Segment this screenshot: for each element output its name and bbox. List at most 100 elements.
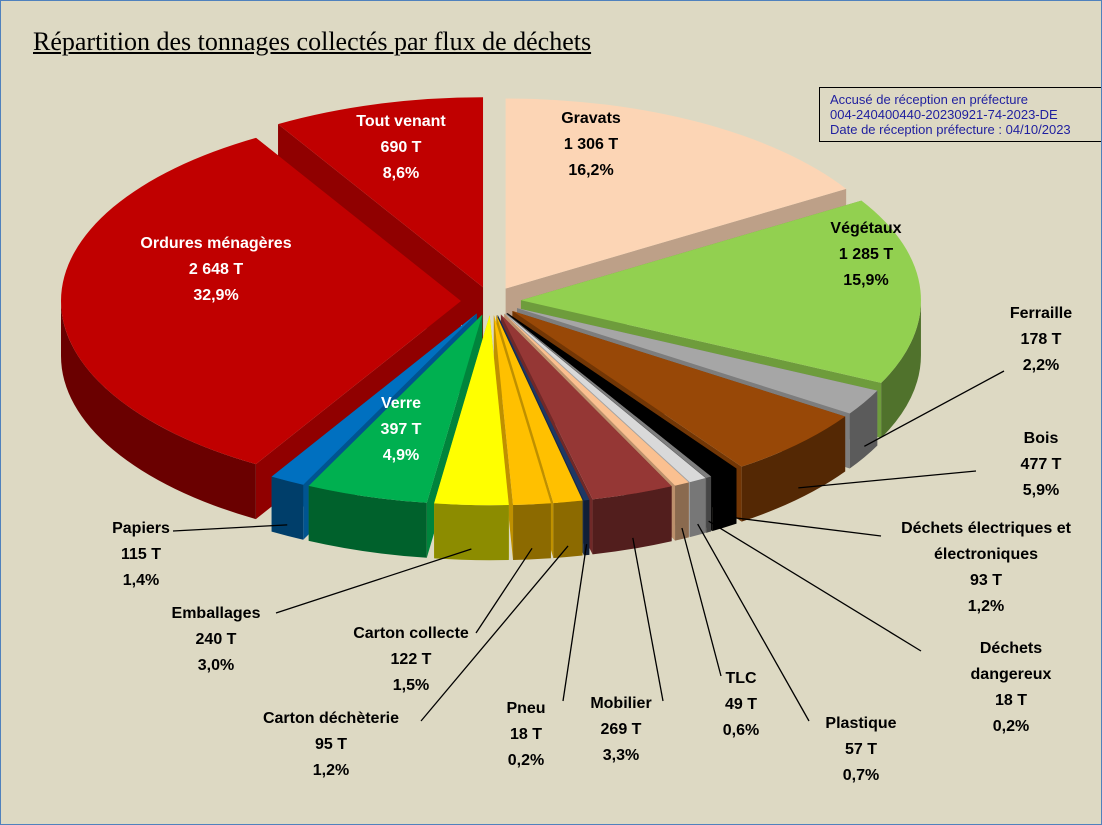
chart-title: Répartition des tonnages collectés par f…: [33, 27, 592, 56]
label-line: 397 T: [380, 421, 422, 438]
label-line: 18 T: [509, 726, 542, 743]
label-line: 477 T: [1020, 456, 1062, 473]
data-label: Verre 397 T 4,9%: [381, 391, 422, 469]
label-line: Déchets dangereux: [970, 640, 1052, 683]
slice: [506, 313, 712, 478]
label-line: Tout venant: [356, 113, 446, 130]
label-line: 690 T: [380, 139, 422, 156]
label-line: Pneu: [506, 700, 546, 717]
leader-line: [475, 547, 533, 634]
slice: [520, 200, 921, 383]
label-line: Carton déchèterie: [262, 710, 400, 727]
label-line: Plastique: [825, 715, 897, 732]
slice-wall: [493, 315, 514, 560]
slice: [271, 313, 477, 485]
slice-side: [689, 478, 706, 538]
leader-line: [172, 524, 288, 532]
stamp-line: Date de réception préfecture : 04/10/202…: [830, 122, 1071, 137]
label-line: Gravats: [561, 110, 621, 127]
data-label: Ferraille 178 T 2,2%: [1010, 301, 1072, 379]
slice-side: [881, 300, 921, 438]
label-line: 1,4%: [122, 572, 160, 589]
data-label: Végétaux 1 285 T 15,9%: [830, 216, 901, 294]
slice-side: [434, 503, 509, 561]
stamp: Accusé de réception en préfecture 004-24…: [819, 87, 1101, 142]
label-line: 3,3%: [602, 747, 640, 764]
slice: [308, 314, 483, 503]
label-line: Déchets électriques et électroniques: [901, 520, 1071, 563]
stamp-line: Accusé de réception en préfecture: [830, 92, 1029, 107]
data-label: Plastique 57 T 0,7%: [825, 711, 896, 789]
data-label: Mobilier 269 T 3,3%: [590, 691, 651, 769]
data-label: TLC 49 T 0,6%: [723, 666, 759, 744]
slice: [504, 313, 689, 486]
label-line: 4,9%: [382, 447, 420, 464]
leader-line: [798, 470, 977, 489]
label-line: Emballages: [171, 605, 261, 622]
label-line: 15,9%: [843, 272, 889, 289]
slice: [500, 314, 672, 500]
label-line: 0,2%: [992, 718, 1030, 735]
data-label: Gravats 1 306 T 16,2%: [561, 106, 621, 184]
data-label: Papiers 115 T 1,4%: [112, 516, 170, 594]
slice-side: [61, 300, 256, 520]
data-label: Tout venant 690 T 8,6%: [356, 109, 445, 187]
data-label: Déchets dangereux 18 T 0,2%: [966, 636, 1056, 740]
leader-line: [632, 537, 664, 702]
label-line: Végétaux: [830, 220, 902, 237]
label-line: 1,2%: [967, 598, 1005, 615]
slice-side: [553, 500, 583, 559]
label-line: Mobilier: [590, 695, 652, 712]
leader-line: [420, 545, 569, 722]
label-line: 2,2%: [1022, 357, 1060, 374]
label-line: 269 T: [600, 721, 642, 738]
leader-line: [724, 515, 882, 537]
label-line: 0,6%: [722, 722, 760, 739]
slice-side: [271, 476, 304, 540]
leader-line: [562, 544, 588, 702]
slice: [512, 310, 846, 467]
slice-side: [849, 390, 878, 469]
leader-line: [681, 527, 722, 677]
leader-line: [697, 523, 810, 722]
label-line: Verre: [380, 395, 422, 412]
label-line: 0,7%: [842, 767, 880, 784]
slice: [507, 312, 737, 477]
data-label: Bois 477 T 5,9%: [1021, 426, 1062, 504]
label-line: 95 T: [314, 736, 348, 753]
label-line: 1,2%: [312, 762, 350, 779]
slice-side: [675, 482, 689, 541]
label-line: 93 T: [969, 572, 1002, 589]
label-line: 57 T: [844, 741, 878, 758]
label-line: 1 306 T: [563, 136, 619, 153]
stamp-line: 004-240400440-20230921-74-2023-DE: [830, 107, 1058, 122]
slice: [434, 315, 509, 506]
slice: [493, 315, 551, 505]
data-label: Pneu 18 T 0,2%: [506, 696, 545, 774]
label-line: 16,2%: [568, 162, 614, 179]
slice-side: [583, 499, 590, 556]
label-line: 2 648 T: [188, 261, 244, 278]
data-label: Carton déchèterie 95 T 1,2%: [263, 706, 399, 784]
label-line: 115 T: [120, 546, 162, 563]
label-line: Carton collecte: [353, 625, 469, 642]
label-line: Papiers: [112, 520, 170, 537]
slice-side: [513, 503, 551, 560]
slice: [505, 313, 706, 483]
slice-side: [308, 485, 427, 558]
label-line: 1,5%: [392, 677, 430, 694]
label-line: 18 T: [994, 692, 1027, 709]
label-line: 5,9%: [1022, 482, 1060, 499]
label-line: 122 T: [390, 651, 432, 668]
label-line: Bois: [1023, 430, 1059, 447]
leader-line: [864, 370, 1005, 447]
slice: [278, 97, 484, 288]
slice-side: [592, 486, 672, 555]
label-line: 240 T: [195, 631, 237, 648]
slice: [517, 308, 878, 414]
label-line: Ordures ménagères: [140, 235, 292, 252]
label-line: 49 T: [724, 696, 757, 713]
slice: [61, 137, 462, 465]
